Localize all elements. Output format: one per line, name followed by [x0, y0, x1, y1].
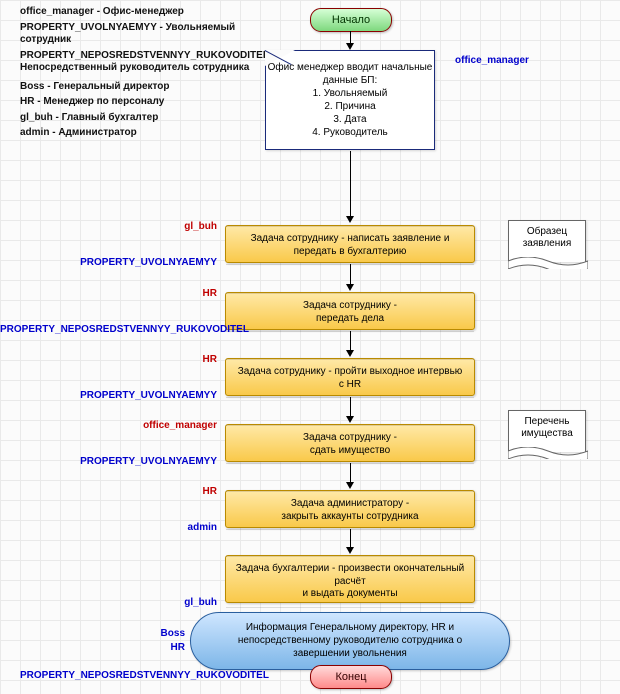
legend: office_manager - Офис-менеджер PROPERTY_…	[20, 6, 255, 143]
connector	[350, 529, 351, 548]
role-label: HR	[0, 486, 217, 497]
legend-item: HR - Менеджер по персоналу	[20, 96, 255, 109]
terminator-start: Начало	[310, 8, 392, 32]
legend-item: office_manager - Офис-менеджер	[20, 6, 255, 19]
connector	[350, 463, 351, 483]
role-label: HR	[0, 354, 217, 365]
legend-item: Boss - Генеральный директор	[20, 81, 255, 94]
connector	[350, 331, 351, 351]
document-tail-icon	[508, 257, 588, 269]
document-tail-icon	[508, 447, 588, 459]
connector	[350, 151, 351, 218]
task-box: Задача бухгалтерии - произвести окончате…	[225, 555, 475, 603]
input-block: Офис менеджер вводит начальные данные БП…	[265, 50, 435, 150]
arrowhead-icon	[346, 284, 354, 291]
task-box: Задача сотруднику -сдать имущество	[225, 424, 475, 462]
task-box: Задача администратору -закрыть аккаунты …	[225, 490, 475, 528]
arrowhead-icon	[346, 43, 354, 50]
document-note: Образец заявления	[508, 220, 586, 262]
task-text: Задача сотруднику -сдать имущество	[303, 432, 397, 456]
arrowhead-icon	[346, 416, 354, 423]
role-label: Boss	[145, 628, 185, 639]
connector	[350, 397, 351, 417]
document-label: Перечень имущества	[521, 416, 573, 439]
task-text: Задача администратору -закрыть аккаунты …	[281, 498, 418, 522]
input-item: 1. Увольняемый	[266, 87, 434, 100]
input-title: Офис менеджер вводит начальные данные БП…	[266, 61, 434, 87]
input-item: 3. Дата	[266, 113, 434, 126]
role-label: PROPERTY_UVOLNYAEMYY	[0, 257, 217, 268]
arrowhead-icon	[346, 547, 354, 554]
terminator-end: Конец	[310, 665, 392, 689]
role-label: office_manager	[0, 420, 217, 431]
document-note: Перечень имущества	[508, 410, 586, 452]
info-text: Информация Генеральному директору, HR и …	[238, 622, 462, 659]
role-label: PROPERTY_NEPOSREDSTVENNYY_RUKOVODITEL	[0, 324, 217, 335]
task-text: Задача сотруднику - написать заявление и…	[251, 233, 450, 257]
legend-item: PROPERTY_UVOLNYAEMYY - Увольняемый сотру…	[20, 22, 255, 47]
task-box: Задача сотруднику -передать дела	[225, 292, 475, 330]
legend-item: PROPERTY_NEPOSREDSTVENNYY_RUKOVODITEL Не…	[20, 50, 255, 75]
role-label: gl_buh	[0, 597, 217, 608]
task-text: Задача бухгалтерии - произвести окончате…	[236, 563, 464, 599]
role-label: office_manager	[455, 55, 529, 66]
role-label: HR	[0, 288, 217, 299]
role-label: PROPERTY_UVOLNYAEMYY	[0, 456, 217, 467]
connector	[350, 264, 351, 285]
task-text: Задача сотруднику - пройти выходное инте…	[238, 366, 463, 390]
role-label: HR	[145, 642, 185, 653]
role-label: PROPERTY_UVOLNYAEMYY	[0, 390, 217, 401]
role-label: gl_buh	[0, 221, 217, 232]
arrowhead-icon	[346, 216, 354, 223]
task-box: Задача сотруднику - написать заявление и…	[225, 225, 475, 263]
legend-item: gl_buh - Главный бухгалтер	[20, 112, 255, 125]
info-block: Информация Генеральному директору, HR и …	[190, 612, 510, 670]
input-item: 2. Причина	[266, 100, 434, 113]
arrowhead-icon	[346, 482, 354, 489]
legend-item: admin - Администратор	[20, 127, 255, 140]
role-label: admin	[0, 522, 217, 533]
arrowhead-icon	[346, 350, 354, 357]
document-label: Образец заявления	[523, 226, 572, 249]
task-text: Задача сотруднику -передать дела	[303, 300, 397, 324]
role-label: PROPERTY_NEPOSREDSTVENNYY_RUKOVODITEL	[20, 670, 269, 681]
task-box: Задача сотруднику - пройти выходное инте…	[225, 358, 475, 396]
input-item: 4. Руководитель	[266, 126, 434, 139]
